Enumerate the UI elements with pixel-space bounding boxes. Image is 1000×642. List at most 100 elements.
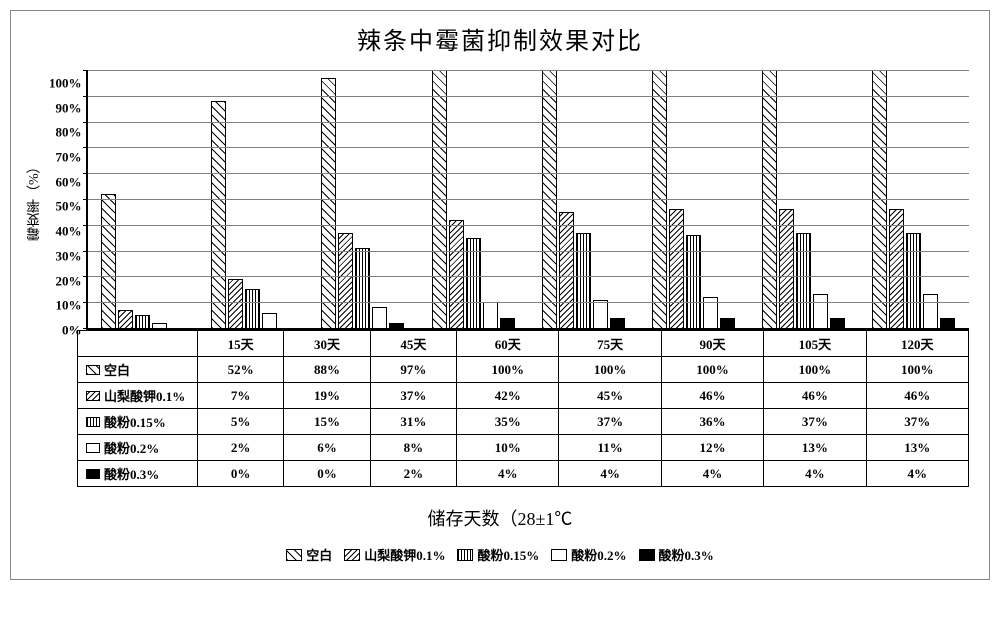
table-cell: 42% bbox=[457, 383, 559, 409]
table-cell: 4% bbox=[559, 461, 661, 487]
grid-line bbox=[88, 225, 970, 226]
bar-sorb bbox=[779, 209, 794, 328]
bar-acid20 bbox=[152, 323, 167, 328]
table-corner bbox=[78, 331, 198, 357]
y-tick-mark bbox=[83, 173, 88, 174]
legend-label: 酸粉0.3% bbox=[659, 545, 714, 564]
y-tick: 40% bbox=[56, 225, 82, 238]
bar-acid20 bbox=[262, 313, 277, 328]
pattern-swatch-icon bbox=[86, 469, 100, 479]
pattern-swatch-icon bbox=[86, 443, 100, 453]
series-label: 山梨酸钾0.1% bbox=[104, 386, 185, 405]
legend-label: 酸粉0.15% bbox=[477, 545, 539, 564]
table-cell: 97% bbox=[370, 357, 456, 383]
y-tick: 80% bbox=[56, 126, 82, 139]
bar-acid15 bbox=[796, 233, 811, 328]
bar-sorb bbox=[559, 212, 574, 328]
plot-area bbox=[86, 70, 970, 330]
data-table: 15天30天45天60天75天90天105天120天空白52%88%97%100… bbox=[77, 330, 969, 487]
bar-sorb bbox=[889, 209, 904, 328]
bar-acid15 bbox=[906, 233, 921, 328]
legend-swatch-icon bbox=[457, 549, 473, 561]
bar-sorb bbox=[449, 220, 464, 328]
table-col-header: 60天 bbox=[457, 331, 559, 357]
table-cell: 37% bbox=[866, 409, 968, 435]
bar-acid30 bbox=[389, 323, 404, 328]
y-tick: 30% bbox=[56, 249, 82, 262]
table-col-header: 45天 bbox=[370, 331, 456, 357]
table-cell: 37% bbox=[764, 409, 866, 435]
table-cell: 4% bbox=[866, 461, 968, 487]
legend: 空白山梨酸钾0.1%酸粉0.15%酸粉0.2%酸粉0.3% bbox=[11, 545, 989, 579]
grid-line bbox=[88, 251, 970, 252]
table-col-header: 90天 bbox=[661, 331, 763, 357]
legend-swatch-icon bbox=[639, 549, 655, 561]
table-cell: 100% bbox=[559, 357, 661, 383]
series-label: 空白 bbox=[104, 360, 130, 379]
chart-area: 霉变率（%） 100%90%80%70%60%50%40%30%20%10%0% bbox=[11, 70, 989, 330]
table-cell: 0% bbox=[198, 461, 284, 487]
bar-sorb bbox=[118, 310, 133, 328]
y-tick: 100% bbox=[49, 77, 82, 90]
bar-acid20 bbox=[372, 307, 387, 328]
bar-acid15 bbox=[355, 248, 370, 328]
legend-label: 酸粉0.2% bbox=[571, 545, 626, 564]
y-axis: 100%90%80%70%60%50%40%30%20%10%0% bbox=[49, 70, 86, 330]
table-cell: 19% bbox=[284, 383, 370, 409]
legend-swatch-icon bbox=[551, 549, 567, 561]
y-tick-mark bbox=[83, 328, 88, 329]
chart-container: 辣条中霉菌抑制效果对比 霉变率（%） 100%90%80%70%60%50%40… bbox=[10, 10, 990, 580]
bar-sorb bbox=[669, 209, 684, 328]
table-cell: 36% bbox=[661, 409, 763, 435]
y-tick: 20% bbox=[56, 274, 82, 287]
grid-line bbox=[88, 122, 970, 123]
table-row-header: 酸粉0.15% bbox=[78, 409, 198, 435]
table-cell: 35% bbox=[457, 409, 559, 435]
bar-acid15 bbox=[576, 233, 591, 328]
table-cell: 45% bbox=[559, 383, 661, 409]
table-cell: 6% bbox=[284, 435, 370, 461]
pattern-swatch-icon bbox=[86, 365, 100, 375]
y-tick: 90% bbox=[56, 101, 82, 114]
table-cell: 4% bbox=[457, 461, 559, 487]
pattern-swatch-icon bbox=[86, 391, 100, 401]
table-cell: 37% bbox=[559, 409, 661, 435]
y-tick: 0% bbox=[62, 323, 82, 336]
bar-acid20 bbox=[483, 302, 498, 328]
table-col-header: 75天 bbox=[559, 331, 661, 357]
bar-blank bbox=[321, 78, 336, 328]
table-cell: 46% bbox=[866, 383, 968, 409]
table-cell: 15% bbox=[284, 409, 370, 435]
table-cell: 13% bbox=[764, 435, 866, 461]
table-cell: 46% bbox=[661, 383, 763, 409]
y-tick: 60% bbox=[56, 175, 82, 188]
series-label: 酸粉0.2% bbox=[104, 438, 159, 457]
y-tick: 50% bbox=[56, 200, 82, 213]
grid-line bbox=[88, 276, 970, 277]
bar-acid15 bbox=[245, 289, 260, 328]
bar-acid20 bbox=[593, 300, 608, 328]
table-cell: 31% bbox=[370, 409, 456, 435]
legend-swatch-icon bbox=[344, 549, 360, 561]
series-label: 酸粉0.3% bbox=[104, 464, 159, 483]
bar-acid30 bbox=[830, 318, 845, 328]
bar-acid30 bbox=[610, 318, 625, 328]
table-cell: 10% bbox=[457, 435, 559, 461]
bar-sorb bbox=[338, 233, 353, 328]
legend-item: 酸粉0.2% bbox=[551, 545, 626, 564]
grid-line bbox=[88, 70, 970, 71]
legend-item: 酸粉0.3% bbox=[639, 545, 714, 564]
y-tick-mark bbox=[83, 122, 88, 123]
legend-label: 空白 bbox=[306, 545, 332, 564]
chart-title: 辣条中霉菌抑制效果对比 bbox=[11, 11, 989, 70]
pattern-swatch-icon bbox=[86, 417, 100, 427]
table-row-header: 山梨酸钾0.1% bbox=[78, 383, 198, 409]
table-cell: 11% bbox=[559, 435, 661, 461]
table-row-header: 酸粉0.3% bbox=[78, 461, 198, 487]
grid-line bbox=[88, 147, 970, 148]
table-row-header: 酸粉0.2% bbox=[78, 435, 198, 461]
bar-blank bbox=[101, 194, 116, 328]
table-cell: 5% bbox=[198, 409, 284, 435]
table-cell: 0% bbox=[284, 461, 370, 487]
table-cell: 4% bbox=[764, 461, 866, 487]
